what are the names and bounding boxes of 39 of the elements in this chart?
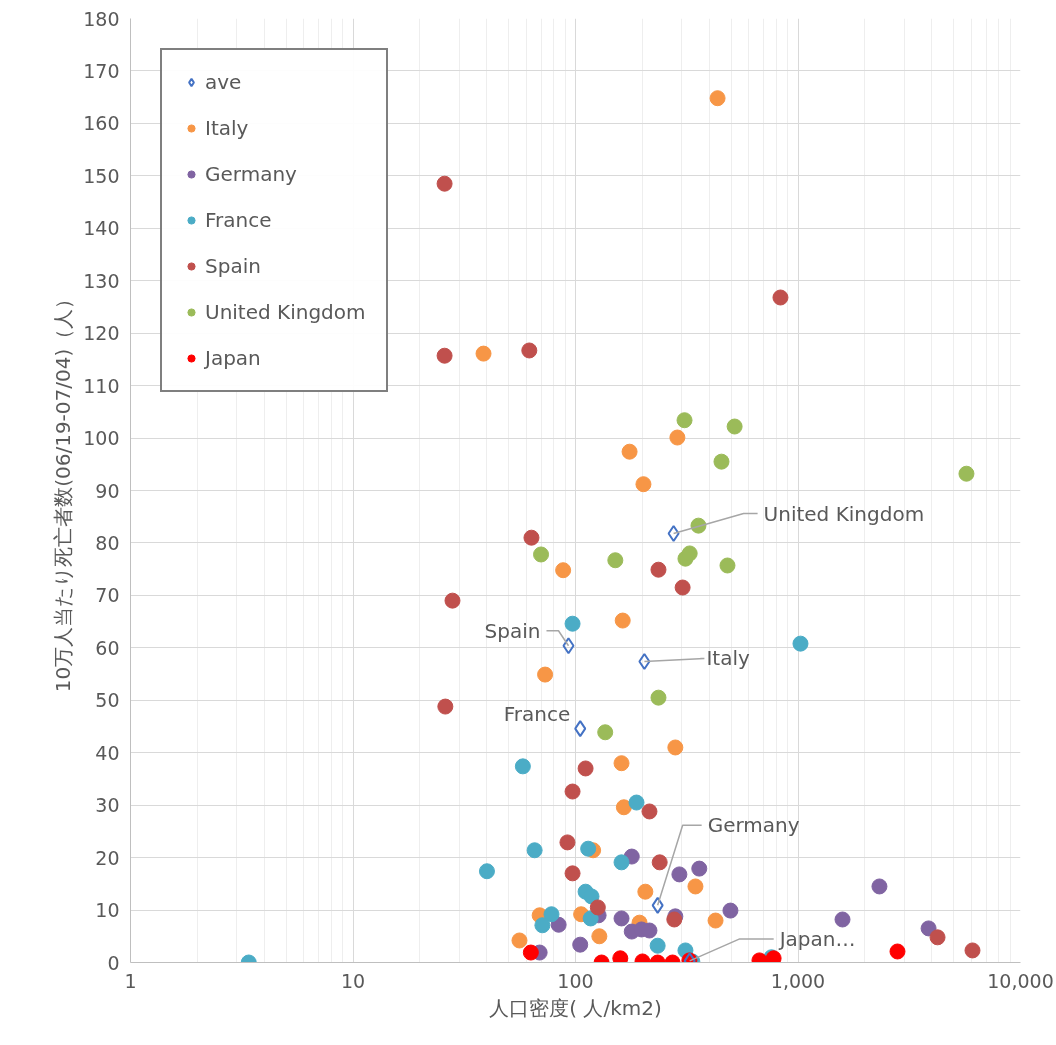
y-tick-label: 80	[95, 531, 120, 554]
y-tick-label: 120	[83, 322, 120, 345]
y-tick-label: 130	[83, 269, 120, 292]
annotation: France	[503, 701, 571, 726]
y-tick-label: 160	[83, 112, 120, 135]
y-tick-label: 100	[83, 427, 120, 450]
legend-label: Italy	[205, 116, 249, 140]
x-tick-label: 1	[124, 969, 137, 992]
x-tick-label: 100	[557, 969, 594, 992]
y-tick-label: 10	[95, 899, 120, 922]
legend-label: ave	[205, 70, 242, 94]
legend-label: United Kingdom	[205, 300, 366, 324]
y-tick-label: 140	[83, 217, 120, 240]
y-tick-label: 70	[95, 584, 120, 607]
y-tick-label: 40	[95, 741, 120, 764]
x-tick-label: 10,000	[987, 969, 1054, 992]
legend-label: France	[205, 208, 272, 232]
y-tick-label: 30	[95, 794, 120, 817]
annotation: United Kingdom	[763, 501, 925, 526]
y-axis-title: 10万人当たり死亡者数(06/19-07/04)（人）	[51, 288, 76, 693]
x-tick-label: 1,000	[770, 969, 826, 992]
y-tick-label: 150	[83, 164, 120, 187]
y-tick-label: 0	[107, 951, 120, 974]
x-axis-title: 人口密度( 人/km2)	[489, 995, 662, 1020]
y-tick-label: 50	[95, 689, 120, 712]
y-tick-label: 110	[83, 374, 120, 397]
legend-label: Japan	[205, 346, 261, 370]
legend-label: Germany	[205, 162, 297, 186]
legend-label: Spain	[205, 254, 261, 278]
y-tick-label: 180	[83, 7, 120, 30]
annotation: Japan…	[777, 926, 856, 951]
y-tick-label: 170	[83, 59, 120, 82]
y-tick-label: 60	[95, 636, 120, 659]
y-tick-label: 20	[95, 846, 120, 869]
annotation: Germany	[707, 813, 800, 838]
y-tick-label: 90	[95, 479, 120, 502]
annotation: Italy	[706, 646, 750, 671]
x-tick-label: 10	[340, 969, 366, 992]
annotation: Spain	[484, 618, 541, 643]
